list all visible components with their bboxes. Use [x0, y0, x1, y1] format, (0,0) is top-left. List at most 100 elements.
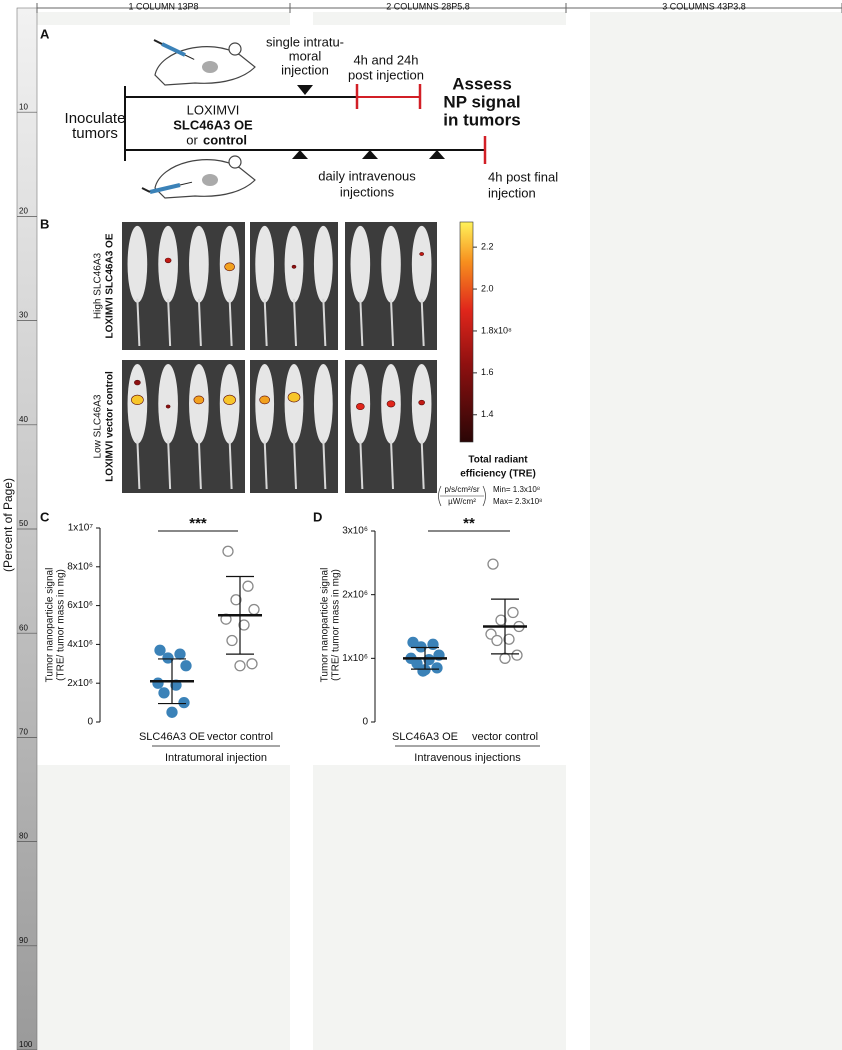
mouse-body [127, 225, 148, 303]
annotation: single intratu- [266, 34, 344, 49]
annotation-bold: in tumors [443, 110, 520, 129]
mouse-tail [293, 298, 297, 347]
mouse-tail [263, 439, 268, 490]
ruler-label: 40 [19, 415, 28, 424]
annotation: daily intravenous [318, 168, 416, 183]
mouse-tail [136, 439, 141, 490]
annotation: injections [340, 184, 395, 199]
ruler-label: 90 [19, 936, 28, 945]
data-point [174, 648, 186, 660]
colorbar-range: Min= 1.3x10⁸ [493, 485, 540, 494]
colorbar-title: efficiency (TRE) [460, 469, 536, 480]
y-tick-label: 8x10⁶ [67, 561, 93, 572]
bracket [438, 485, 486, 507]
mouse-body [158, 363, 178, 444]
colorbar-units: µW/cm² [448, 497, 476, 506]
group-label: Intravenous injections [414, 752, 521, 764]
y-axis-label: (TRE/ tumor mass in mg) [331, 569, 342, 681]
colorbar-title: Total radiant [468, 455, 528, 466]
mouse-tail [293, 439, 297, 490]
y-tick-label: 6x10⁶ [67, 600, 93, 611]
annotation-bold: Assess [452, 74, 512, 93]
x-tick-label: vector control [472, 731, 538, 743]
column-guides [37, 12, 842, 1050]
ruler-label: 100 [19, 1040, 33, 1049]
y-tick-label: 2x10⁶ [67, 678, 93, 689]
mouse-tail [322, 298, 327, 347]
column-label: 1 COLUMN 13P8 [128, 1, 198, 11]
colorbar-tick-label: 1.6 [481, 367, 494, 377]
signal-spot [291, 264, 297, 269]
y-tick-label: 4x10⁶ [67, 639, 93, 650]
annotation: or [186, 132, 198, 147]
syringe-plunger [153, 39, 163, 45]
annotation: tumors [72, 125, 118, 142]
data-point [226, 634, 238, 647]
annotation: Inoculate [65, 110, 126, 127]
data-point [503, 633, 515, 645]
signal-spot [356, 403, 365, 411]
column-label: 2 COLUMNS 28P5.8 [386, 1, 470, 11]
colorbar-tick-label: 1.4 [481, 409, 494, 419]
mouse-tail [322, 439, 327, 490]
syringe-body [149, 183, 181, 194]
signal-spot [287, 392, 301, 403]
y-axis-label: Tumor nanoparticle signal [320, 568, 331, 683]
x-tick-label: vector control [207, 731, 273, 743]
mouse-body [284, 363, 304, 444]
signal-spot [165, 404, 171, 409]
mouse-tail [263, 298, 268, 347]
data-point [511, 649, 523, 661]
y-tick-label: 1x10⁷ [68, 523, 94, 534]
mouse-tail [359, 439, 364, 490]
syringe-plunger [141, 187, 151, 193]
data-point [162, 652, 174, 664]
colorbar [459, 221, 474, 443]
x-tick-label: SLC46A3 OE [392, 731, 458, 743]
mouse-body [313, 363, 333, 444]
signal-spot [259, 395, 270, 405]
mouse-body [189, 225, 209, 303]
panel-letter: A [40, 26, 50, 41]
data-point [487, 558, 499, 570]
injection-marker [362, 150, 378, 159]
ruler-label: 20 [19, 207, 28, 216]
data-point [154, 644, 166, 656]
annotation: LOXIMVI [187, 102, 240, 117]
data-point [495, 614, 507, 626]
tumor-icon [202, 174, 218, 186]
syringe-body [161, 42, 186, 57]
annotation: moral [289, 48, 322, 63]
ruler-label: 30 [19, 311, 28, 320]
mouse-tail [197, 298, 202, 347]
annotation-bold: NP signal [443, 92, 520, 111]
row-label-bold: LOXIMVI vector control [105, 371, 116, 482]
mouse-body [313, 225, 333, 303]
y-axis-label: Tumor nanoparticle signal [45, 568, 56, 683]
row-label-bold: LOXIMVI SLC46A3 OE [105, 233, 116, 338]
signal-spot [131, 394, 144, 406]
mouse-body [284, 225, 304, 303]
x-tick-label: SLC46A3 OE [139, 731, 205, 743]
data-point [499, 652, 511, 664]
signal-spot [223, 394, 236, 406]
data-point [248, 603, 260, 616]
tumor-icon [202, 61, 218, 73]
mouse-tail [167, 439, 172, 490]
data-point [166, 706, 178, 718]
ruler-label: 10 [19, 102, 28, 111]
annotation: 4h post final [488, 169, 558, 184]
data-point [246, 658, 258, 670]
data-point [491, 634, 503, 647]
ruler-label: 60 [19, 623, 28, 632]
data-point [222, 545, 234, 557]
mouse-tail [359, 298, 364, 347]
group-label: Intratumoral injection [165, 752, 267, 764]
mouse-body [350, 225, 371, 303]
injection-marker [297, 85, 313, 95]
ear-icon [228, 155, 242, 169]
y-tick-label: 0 [87, 717, 93, 728]
annotation: injection [488, 185, 536, 200]
mouse-tail [390, 298, 394, 347]
data-point [158, 687, 170, 699]
